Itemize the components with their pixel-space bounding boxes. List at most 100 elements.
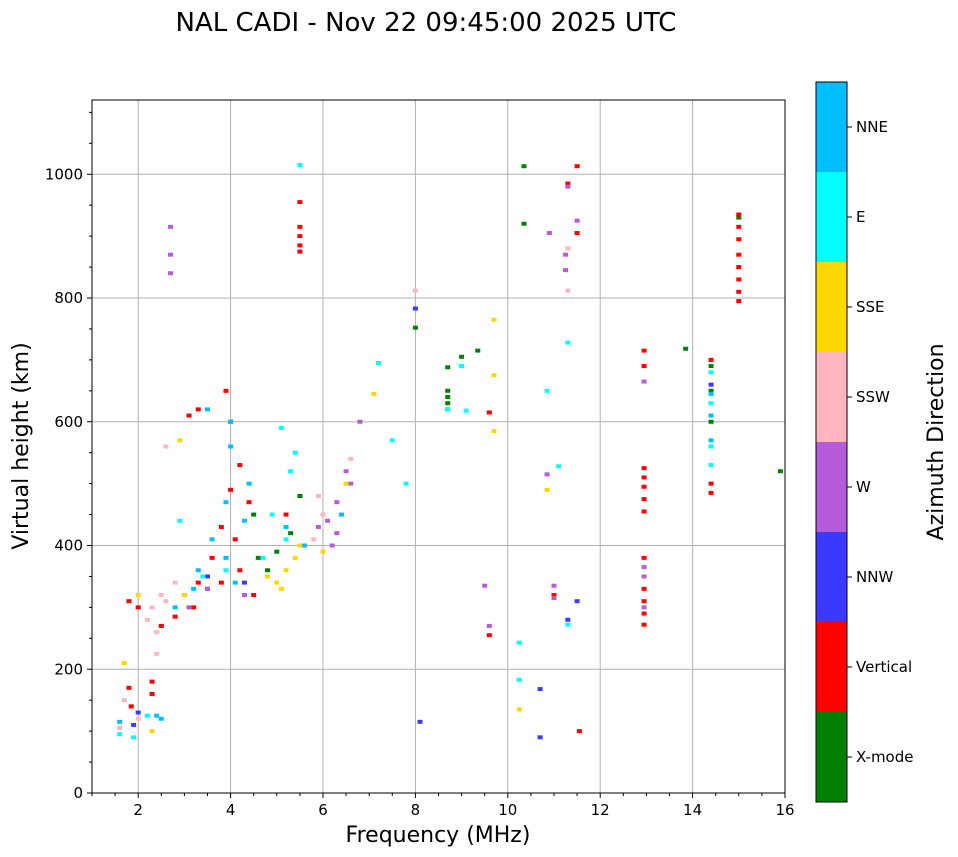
y-tick-label: 400 — [54, 537, 83, 555]
data-point-w — [168, 271, 174, 276]
data-point-vertical — [195, 580, 201, 585]
data-point-e — [565, 340, 571, 345]
data-point-vertical — [551, 593, 557, 597]
colorbar-tick-label: W — [856, 478, 871, 496]
data-point-w — [205, 586, 210, 591]
data-point-x-mode — [445, 388, 451, 393]
colorbar-swatch — [816, 622, 847, 712]
data-point-vertical — [708, 357, 714, 362]
data-point-nnw — [708, 382, 714, 387]
x-tick-label: 6 — [318, 801, 328, 819]
data-point-nne — [338, 512, 344, 517]
colorbar-swatch — [816, 262, 847, 352]
data-point-e — [389, 438, 395, 443]
data-point-x-mode — [265, 568, 271, 573]
data-point-vertical — [297, 200, 303, 205]
data-point-nnw — [565, 617, 571, 622]
data-point-e — [516, 640, 522, 645]
data-point-vertical — [565, 181, 571, 186]
data-point-sse — [516, 707, 522, 712]
data-point-vertical — [736, 252, 742, 257]
data-point-sse — [278, 586, 284, 591]
data-point-w — [551, 583, 557, 588]
data-point-vertical — [128, 704, 134, 709]
y-tick-label: 0 — [73, 784, 83, 802]
data-point-e — [288, 469, 294, 474]
data-point-nne — [302, 543, 308, 548]
data-point-vertical — [246, 500, 252, 505]
colorbar-label: Azimuth Direction — [924, 343, 949, 540]
data-point-e — [544, 388, 550, 393]
data-point-ssw — [158, 593, 164, 597]
data-point-vertical — [223, 388, 229, 393]
colorbar-swatch — [816, 352, 847, 442]
data-point-x-mode — [736, 215, 742, 220]
data-point-e — [283, 537, 289, 542]
data-point-sse — [343, 481, 349, 486]
data-point-vertical — [641, 509, 647, 514]
data-point-vertical — [251, 593, 257, 597]
data-point-w — [563, 268, 569, 273]
data-point-w — [168, 252, 174, 257]
colorbar-swatch — [816, 172, 847, 262]
data-point-e — [463, 408, 469, 413]
data-point-vertical — [297, 234, 303, 239]
data-point-nnw — [537, 687, 543, 692]
axis-ticks: 2 4 6 8 10 12 14 16 0 200 400 600 800 1000 — [45, 111, 795, 819]
data-point-e — [445, 407, 451, 412]
colorbar-tick-label: X-mode — [856, 748, 913, 766]
data-point-vertical — [237, 568, 243, 573]
data-point-sse — [181, 593, 187, 597]
data-point-e — [223, 568, 229, 573]
x-tick-label: 16 — [775, 801, 794, 819]
data-point-w — [544, 472, 550, 477]
data-point-w — [641, 379, 647, 384]
data-point-vertical — [641, 555, 647, 560]
data-point-x-mode — [708, 364, 714, 369]
data-point-vertical — [297, 249, 303, 254]
data-point-nnw — [135, 710, 141, 715]
data-point-w — [641, 605, 647, 610]
data-point-vertical — [736, 265, 742, 270]
data-point-vertical — [736, 289, 742, 294]
colorbar-tick-label: NNW — [856, 568, 893, 586]
data-point-vertical — [641, 348, 647, 353]
data-point-ssw — [121, 698, 127, 703]
data-point-vertical — [158, 623, 164, 628]
colorbar-tick-label: NNE — [856, 118, 888, 136]
data-point-e — [708, 444, 714, 449]
data-point-x-mode — [288, 531, 294, 536]
data-point-e — [459, 364, 465, 369]
data-point-nne — [195, 568, 201, 573]
data-point-vertical — [218, 524, 224, 529]
data-point-sse — [491, 373, 497, 378]
data-point-nne — [158, 716, 164, 721]
data-point-e — [297, 162, 303, 167]
colorbar-tick-label: SSW — [856, 388, 890, 406]
data-point-ssw — [149, 605, 155, 610]
x-tick-label: 2 — [133, 801, 143, 819]
chart-title: NAL CADI - Nov 22 09:45:00 2025 UTC — [176, 8, 677, 38]
data-point-vertical — [736, 299, 742, 304]
colorbar-tick-label: Vertical — [856, 658, 912, 676]
data-point-nne — [708, 438, 714, 443]
data-point-w — [241, 593, 247, 597]
data-point-vertical — [641, 475, 647, 480]
data-point-vertical — [574, 164, 580, 169]
data-point-sse — [320, 549, 326, 554]
data-point-sse — [274, 580, 280, 585]
data-point-vertical — [297, 224, 303, 229]
data-point-w — [325, 518, 331, 523]
data-point-w — [574, 218, 580, 223]
data-point-w — [482, 583, 488, 588]
data-point-vertical — [172, 614, 178, 619]
colorbar-swatch — [816, 442, 847, 532]
data-point-nne — [708, 391, 714, 396]
data-point-x-mode — [274, 549, 280, 554]
data-point-e — [144, 713, 150, 718]
data-point-vertical — [237, 463, 243, 468]
data-point-vertical — [126, 685, 132, 690]
data-point-w — [334, 531, 340, 536]
x-tick-label: 4 — [226, 801, 236, 819]
data-point-x-mode — [297, 494, 303, 498]
